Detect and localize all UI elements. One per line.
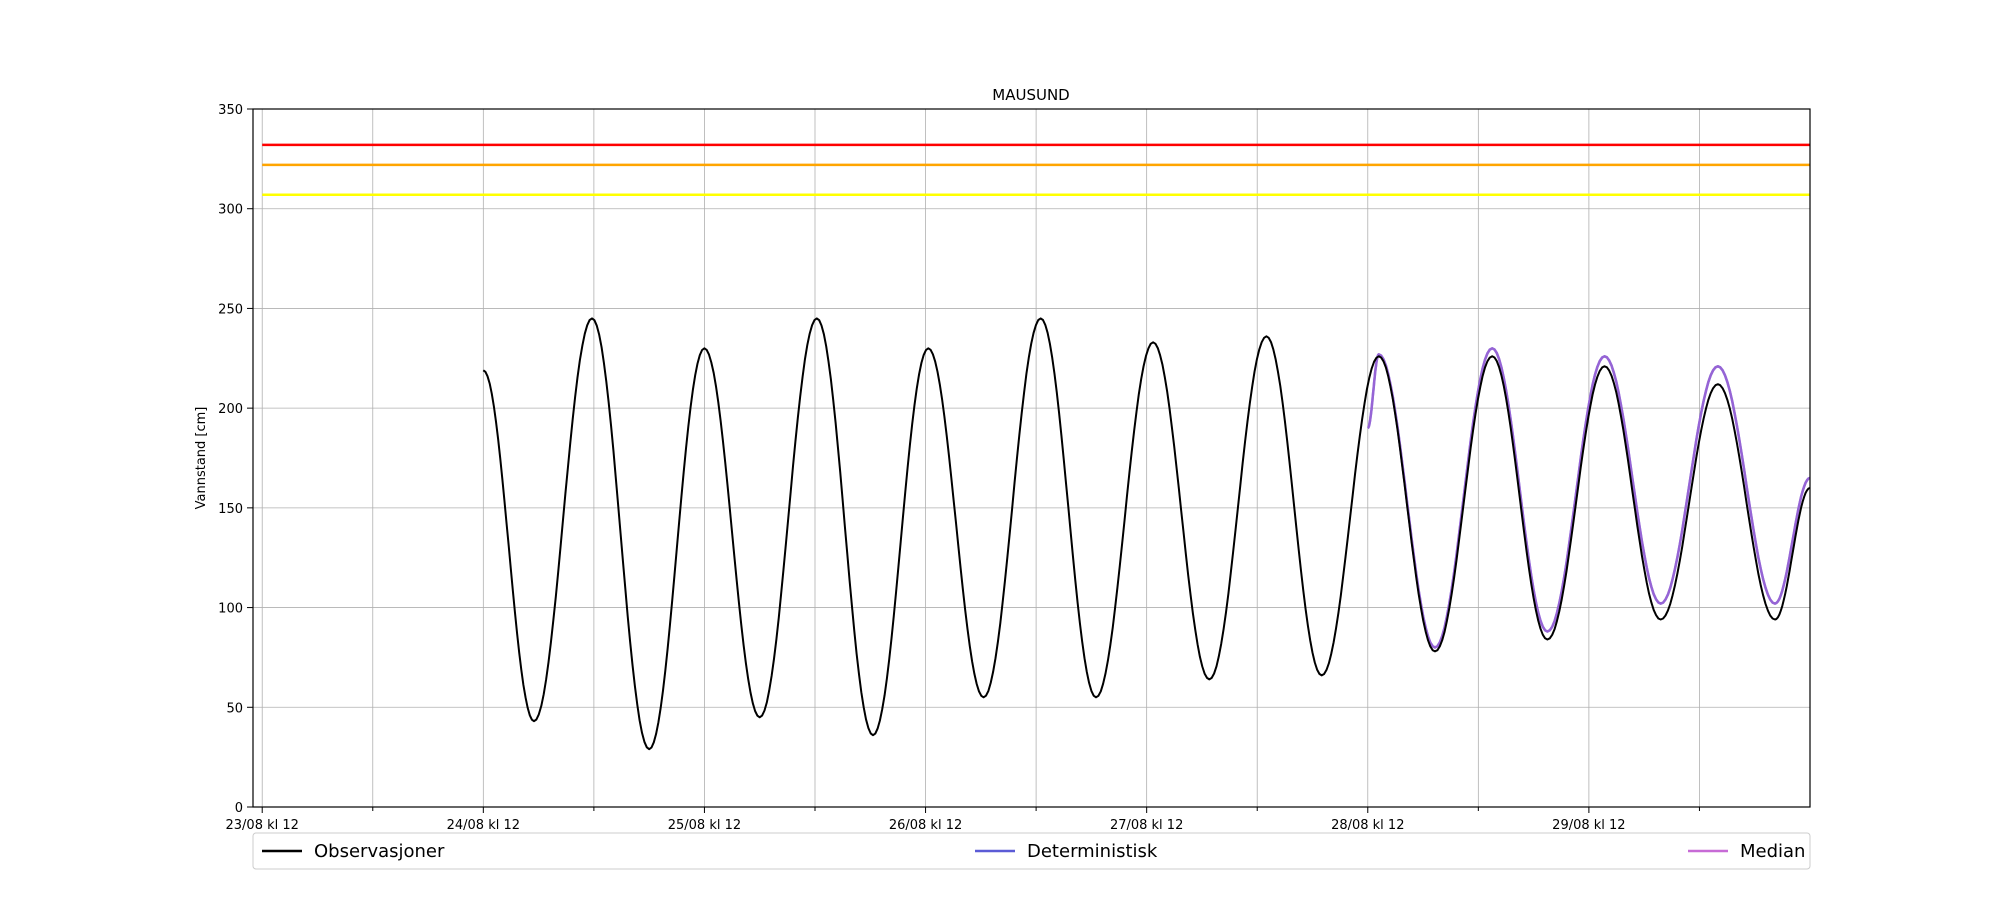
- y-tick-label: 300: [218, 203, 243, 218]
- chart-title: MAUSUND: [992, 86, 1069, 104]
- legend-label: Median: [1740, 841, 1805, 862]
- grid: [253, 108, 1810, 808]
- plot-frame: [252, 108, 1811, 808]
- x-tick-label: 27/08 kl 12: [1110, 818, 1183, 833]
- y-tick-label: 250: [218, 302, 243, 317]
- x-tick-label: 26/08 kl 12: [889, 818, 962, 833]
- y-axis-label: Vannstand [cm]: [194, 407, 209, 510]
- legend-label: Observasjoner: [314, 841, 445, 862]
- x-tick-label: 23/08 kl 12: [226, 818, 299, 833]
- x-tick-label: 28/08 kl 12: [1331, 818, 1404, 833]
- x-tick-label: 29/08 kl 12: [1552, 818, 1625, 833]
- axes: 0 50 100 150 200 250 300 350 23/08 kl 12 24/08 kl…: [218, 103, 1700, 833]
- y-tick-label: 200: [218, 402, 243, 417]
- y-tick-label: 150: [218, 502, 243, 517]
- x-tick-label: 25/08 kl 12: [668, 818, 741, 833]
- y-tick-label: 50: [226, 701, 243, 716]
- y-tick-label: 100: [218, 602, 243, 617]
- legend-frame: [252, 832, 1811, 870]
- series-line-observasjoner: [482, 317, 1811, 751]
- threshold-lines: [262, 143, 1810, 197]
- y-tick-label: 350: [218, 103, 243, 118]
- y-tick-label: 0: [235, 801, 243, 816]
- legend-label: Deterministisk: [1027, 841, 1158, 862]
- series-lines: [482, 317, 1811, 751]
- x-tick-label: 24/08 kl 12: [447, 818, 520, 833]
- legend: Observasjoner Deterministisk Median: [252, 832, 1811, 870]
